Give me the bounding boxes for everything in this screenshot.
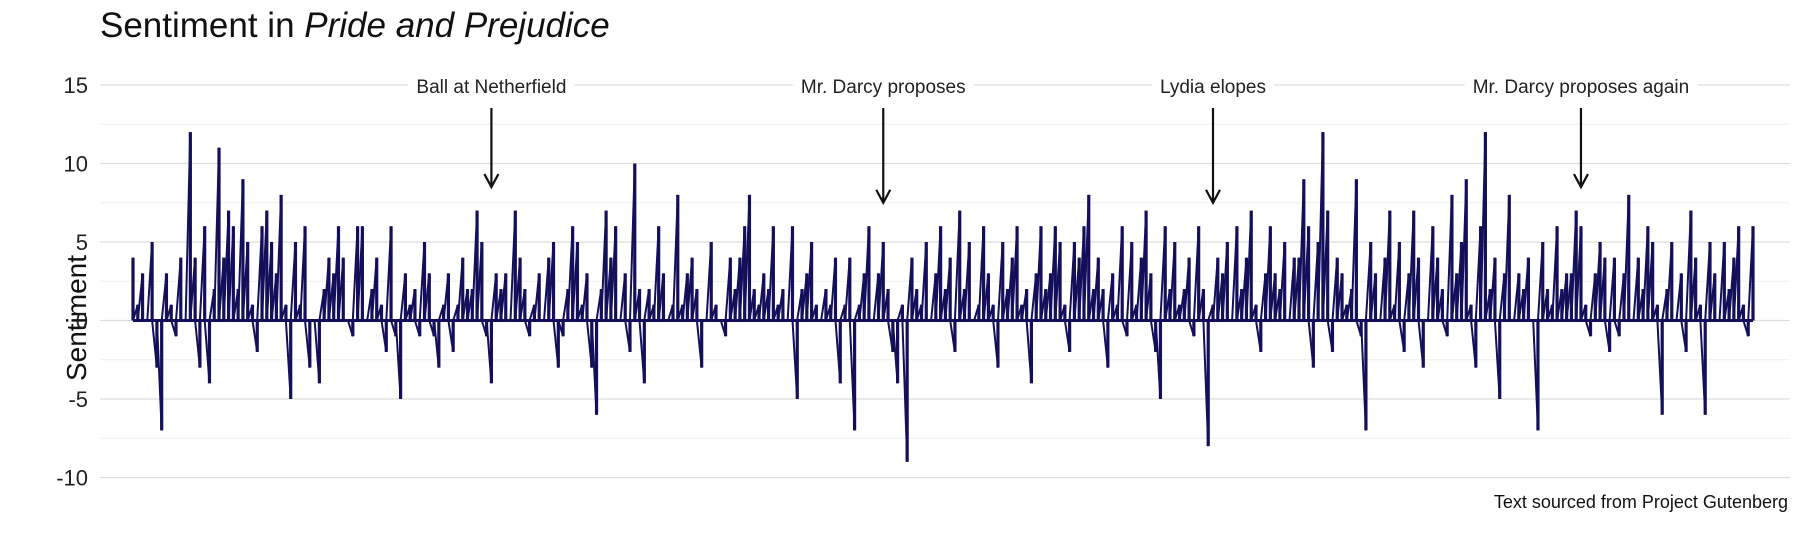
y-tick-label: 10 xyxy=(64,152,88,177)
annotation-arrow-head xyxy=(483,173,500,190)
annotation-label: Mr. Darcy proposes again xyxy=(1473,77,1690,98)
annotation-label: Lydia elopes xyxy=(1160,77,1266,98)
annotation-label: Mr. Darcy proposes xyxy=(801,77,966,98)
y-tick-layer: 15 10 5 0 -5 -10 xyxy=(56,73,88,491)
annotation-label-bg xyxy=(792,75,974,100)
annotation-arrow-head xyxy=(875,189,892,206)
annotation-label: Ball at Netherfield xyxy=(416,77,566,98)
y-tick-label: 0 xyxy=(76,309,88,334)
chart-title-book: Pride and Prejudice xyxy=(304,6,610,45)
annotation-layer: Ball at Netherfield Mr. Darcy proposes Lyd… xyxy=(408,75,1698,206)
y-tick-label: -10 xyxy=(56,466,88,491)
annotation-label-bg xyxy=(1152,75,1274,100)
bar-layer xyxy=(131,132,1755,462)
y-tick-label: 5 xyxy=(76,230,88,255)
chart-title: Sentiment in Pride and Prejudice xyxy=(100,6,610,46)
annotation-label-bg xyxy=(1464,75,1698,100)
annotation-arrow-head xyxy=(1205,189,1221,206)
y-tick-label: -5 xyxy=(68,387,88,412)
annotation-arrow-head xyxy=(1572,173,1589,190)
chart-title-prefix: Sentiment in xyxy=(100,6,305,45)
annotation-label-bg xyxy=(408,75,575,100)
source-caption: Text sourced from Project Gutenberg xyxy=(1493,492,1788,512)
y-tick-label: 15 xyxy=(64,73,88,98)
sentiment-trace xyxy=(132,132,1754,462)
